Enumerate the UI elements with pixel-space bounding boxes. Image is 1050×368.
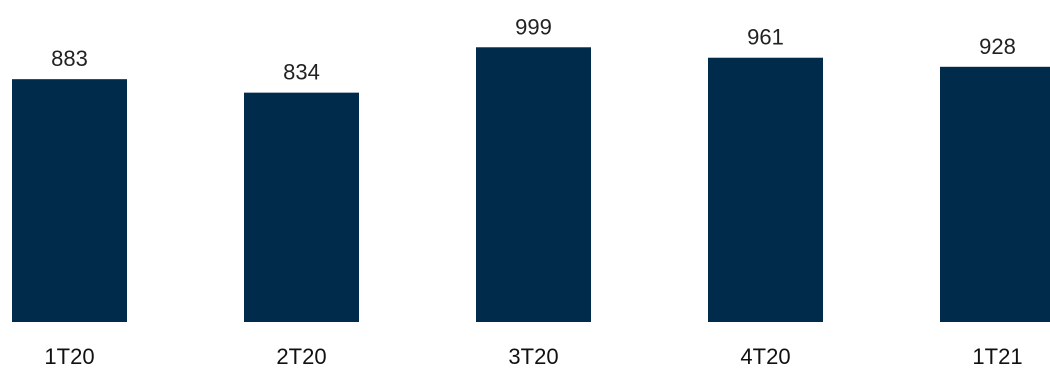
value-labels-group: 883 834 999 961 928 [51,14,1016,84]
category-label-2T20: 2T20 [276,344,326,368]
category-label-3T20: 3T20 [508,344,558,368]
value-label-4T20: 961 [747,25,784,50]
bar-1T20 [12,79,127,322]
bar-4T20 [708,57,823,322]
bar-2T20 [244,92,359,323]
value-label-1T21: 928 [979,34,1016,59]
bars-group [12,47,1050,323]
bar-1T21 [940,66,1050,322]
value-label-2T20: 834 [283,60,320,85]
category-label-1T20: 1T20 [44,344,94,368]
category-labels-group: 1T20 2T20 3T20 4T20 1T21 [44,344,1022,368]
bar-3T20 [476,47,591,323]
value-label-3T20: 999 [515,14,552,39]
category-label-4T20: 4T20 [740,344,790,368]
category-label-1T21: 1T21 [972,344,1022,368]
value-label-1T20: 883 [51,46,88,71]
